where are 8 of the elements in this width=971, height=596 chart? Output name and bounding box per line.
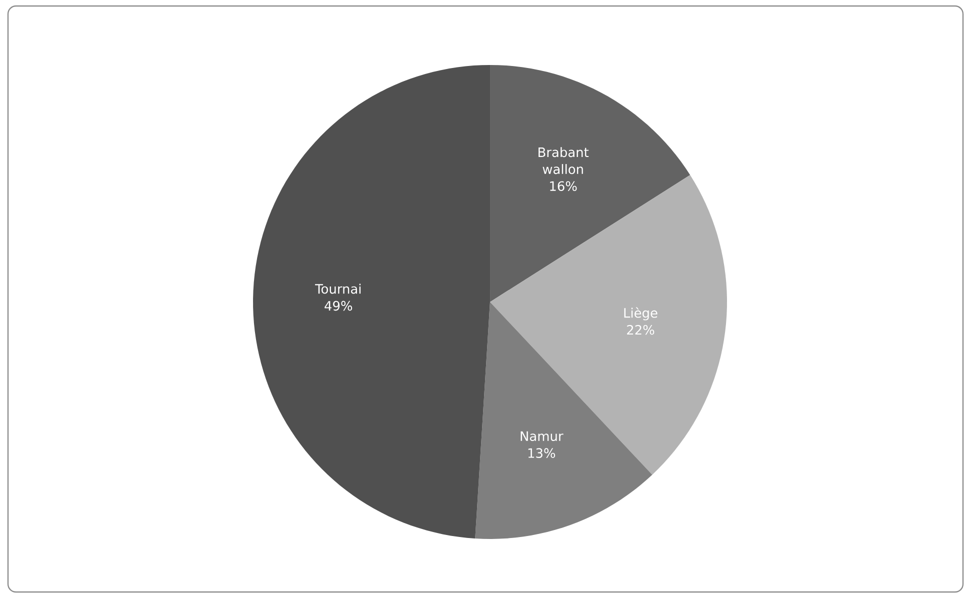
data-label: 16% bbox=[550, 181, 577, 192]
data-label: 49% bbox=[324, 300, 352, 311]
slice-label: Brabant wallon bbox=[538, 147, 589, 174]
data-label: 13% bbox=[528, 448, 556, 458]
data-label: 22% bbox=[627, 324, 654, 335]
slice-label: Namur bbox=[520, 431, 564, 442]
slice-label: Tournai bbox=[315, 284, 361, 294]
slice-label: Liège bbox=[624, 307, 658, 320]
